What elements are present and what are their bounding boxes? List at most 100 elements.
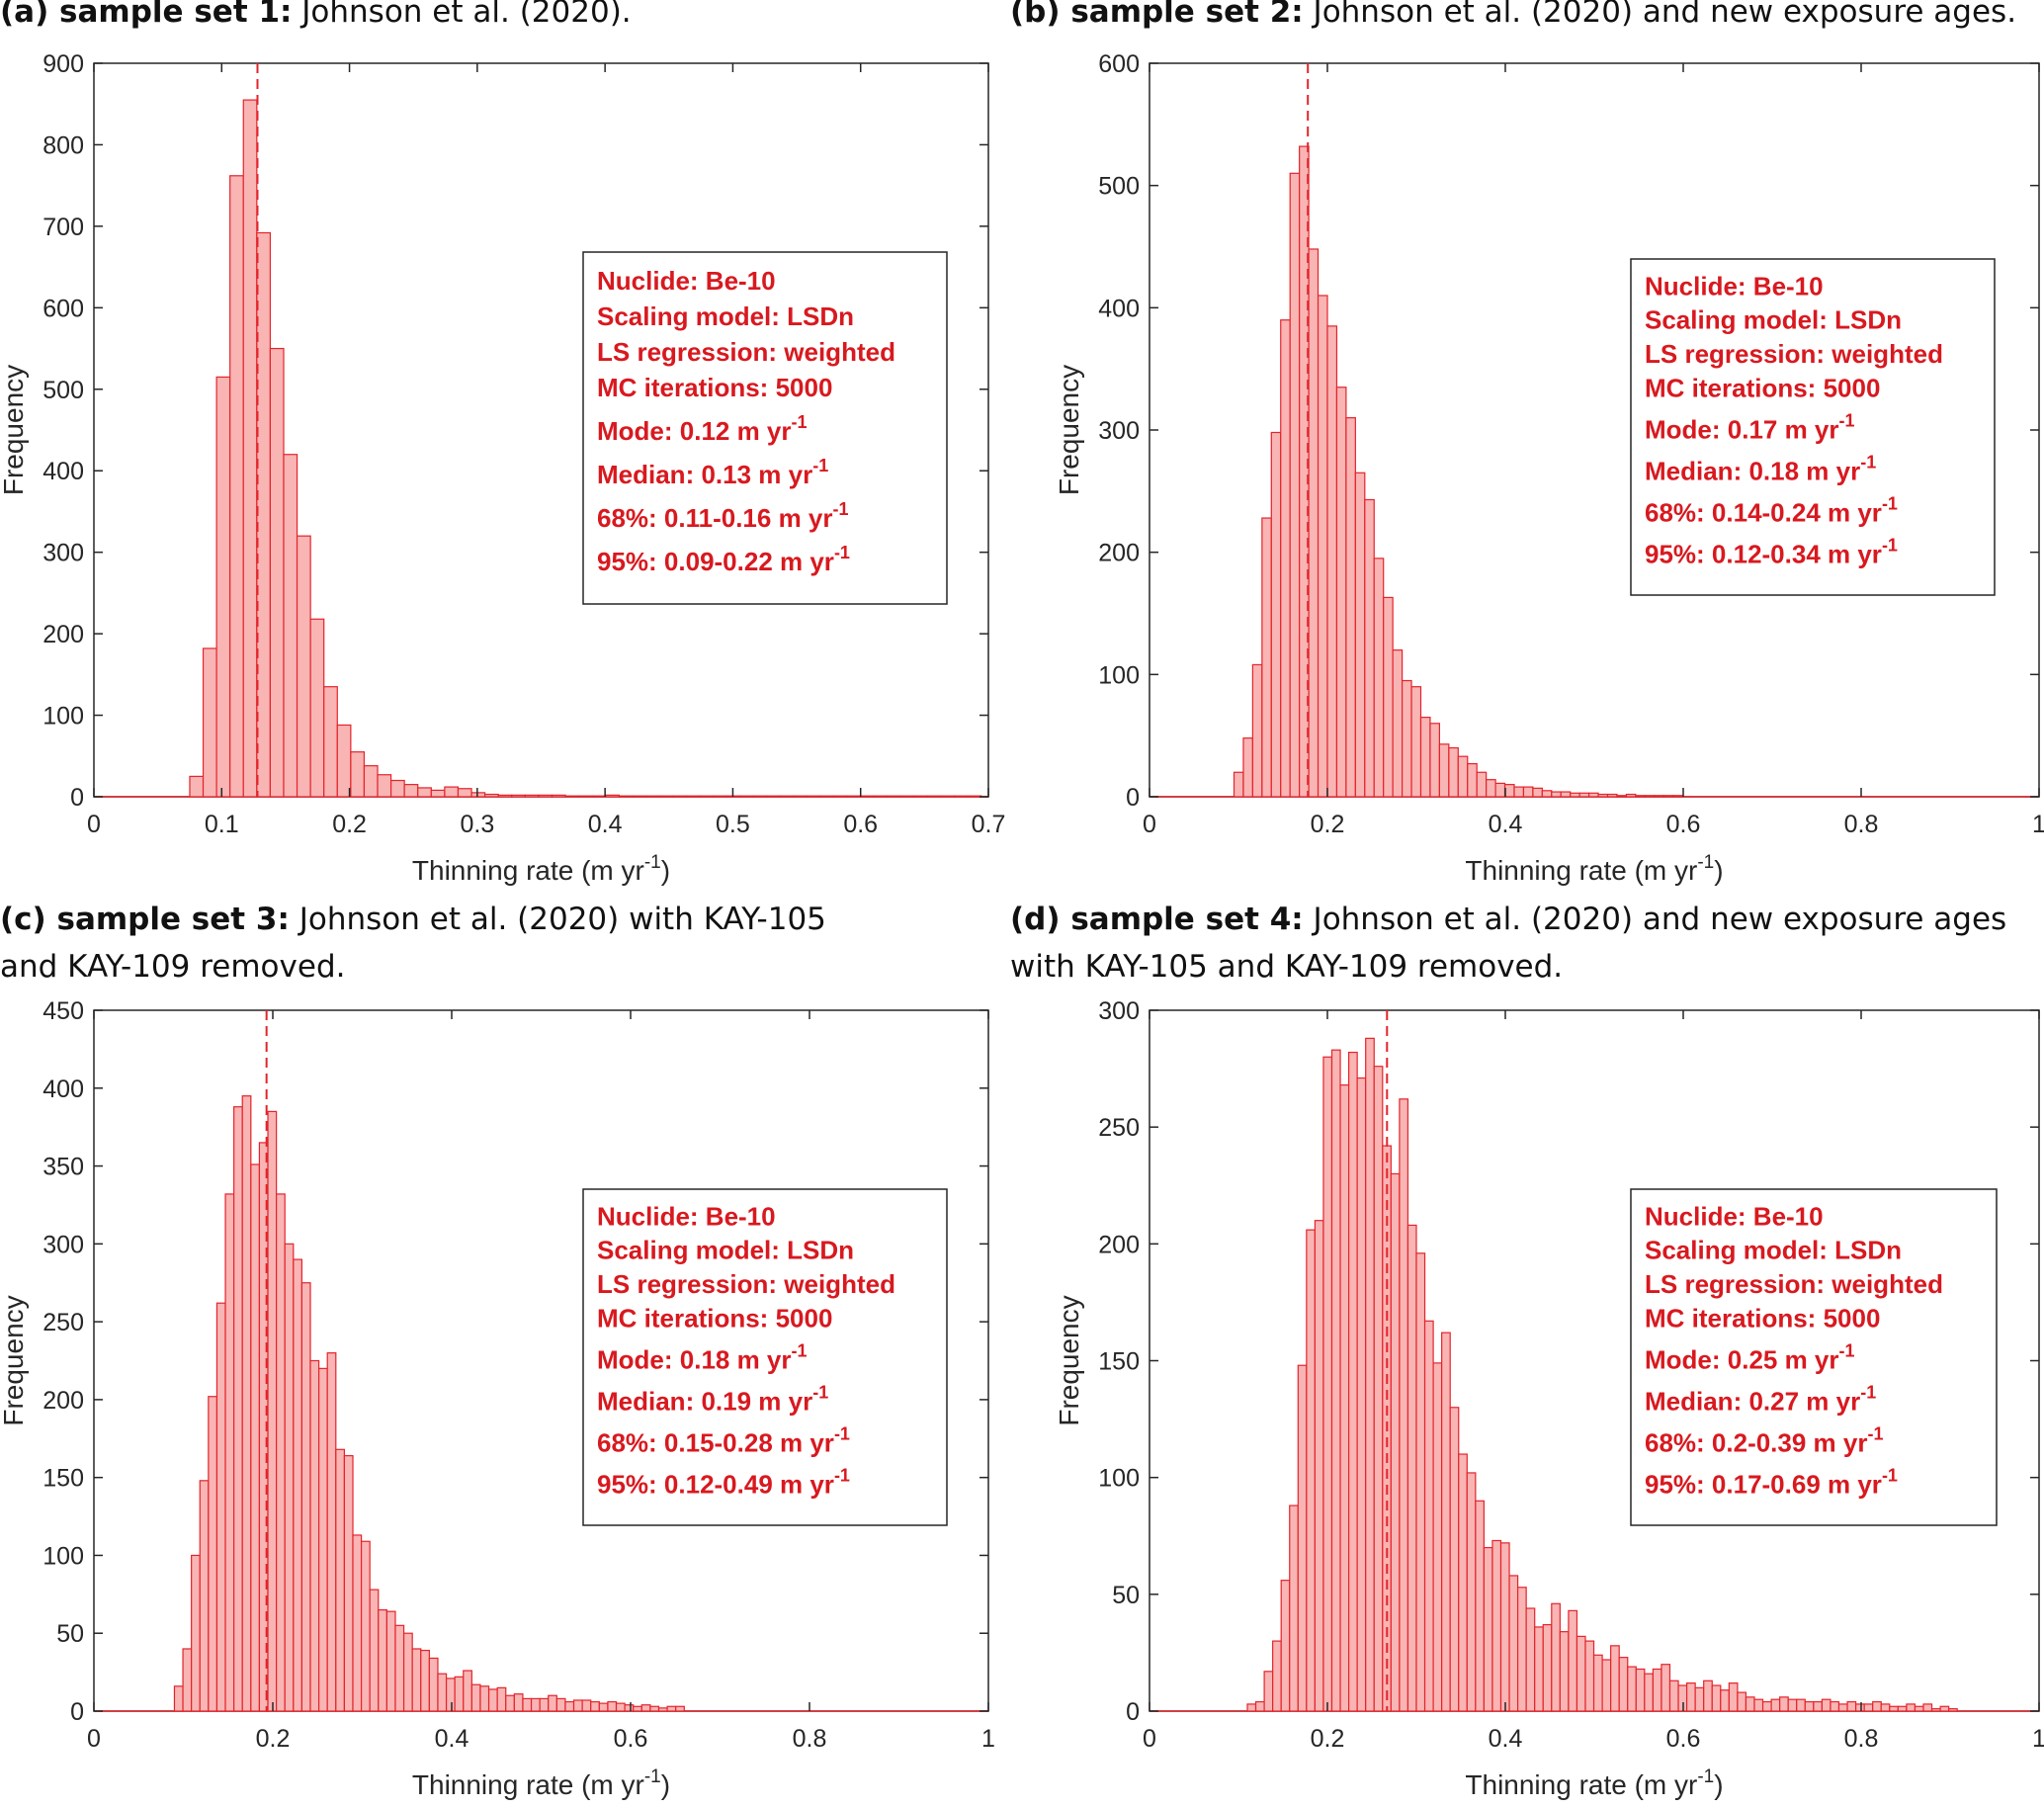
histogram-bar bbox=[699, 795, 714, 798]
x-axis-label: Thinning rate (m yr-1) bbox=[412, 1766, 670, 1800]
histogram-bar bbox=[1280, 319, 1291, 798]
histogram-bar bbox=[632, 795, 647, 798]
y-tick-label: 250 bbox=[1098, 1114, 1140, 1142]
legend-entry: Scaling model: LSDn bbox=[1645, 1236, 1902, 1265]
histogram-bar bbox=[1458, 1453, 1468, 1712]
histogram-bar bbox=[1787, 1698, 1798, 1712]
legend-entry: LS regression: weighted bbox=[1645, 339, 1943, 369]
histogram-bar bbox=[1813, 1700, 1823, 1712]
legend-frame bbox=[582, 1188, 948, 1526]
histogram-bar bbox=[779, 795, 795, 798]
histogram-bar bbox=[591, 795, 607, 798]
histogram-bar bbox=[578, 795, 593, 798]
histogram-panel-b: 0 0.2 0.4 0.6 0.8 1 0 100 200 300 400 500 600 Thinnin… bbox=[1054, 50, 2044, 886]
histogram-bar bbox=[1745, 1696, 1755, 1712]
panel-b-label: (b) sample set 2: bbox=[1010, 0, 1304, 30]
y-tick-label: 0 bbox=[70, 1698, 84, 1726]
legend-entry: 68%: 0.2-0.39 m yr-1 bbox=[1645, 1424, 1883, 1458]
histogram-bar bbox=[1559, 1631, 1570, 1712]
x-axis-label: Thinning rate (m yr-1) bbox=[412, 852, 670, 886]
histogram-bar bbox=[832, 795, 848, 798]
x-tick-label: 1 bbox=[981, 1725, 995, 1753]
histogram-bar bbox=[1476, 771, 1488, 798]
legend-entry: LS regression: weighted bbox=[597, 337, 895, 367]
legend-entry: Mode: 0.12 m yr-1 bbox=[597, 412, 808, 446]
histogram-bar bbox=[1516, 1587, 1527, 1712]
y-tick-label: 200 bbox=[43, 621, 84, 648]
histogram-bar bbox=[1662, 795, 1674, 798]
histogram-bar bbox=[624, 1704, 635, 1712]
y-tick-label: 200 bbox=[1098, 540, 1140, 567]
histogram-bar bbox=[1880, 1703, 1891, 1712]
histogram-bar bbox=[1314, 1220, 1324, 1712]
x-tick-label: 0.6 bbox=[843, 811, 878, 838]
histogram-bar bbox=[1804, 1700, 1815, 1712]
histogram-bar bbox=[1466, 1472, 1477, 1712]
histogram-bar bbox=[1317, 295, 1328, 798]
histogram-bar bbox=[1326, 325, 1338, 798]
histogram-bar bbox=[1525, 1607, 1536, 1712]
histogram-bar bbox=[1347, 1051, 1358, 1712]
histogram-bar bbox=[1551, 1602, 1561, 1712]
histogram-bar bbox=[1308, 248, 1320, 798]
y-tick-label: 100 bbox=[1098, 1465, 1140, 1493]
histogram-bar bbox=[1534, 1626, 1544, 1712]
histogram-bar bbox=[633, 1705, 642, 1712]
histogram-bar bbox=[1246, 1703, 1257, 1712]
legend-entry: Median: 0.19 m yr-1 bbox=[597, 1382, 828, 1416]
histogram-bar bbox=[675, 1705, 685, 1712]
histogram-bar bbox=[1254, 1700, 1265, 1712]
histogram-bar bbox=[1922, 1703, 1933, 1712]
histogram-bar bbox=[1272, 1640, 1282, 1712]
histogram-bar bbox=[296, 535, 311, 798]
legend-entry: Mode: 0.18 m yr-1 bbox=[597, 1340, 808, 1374]
panel-a-caption-text: Johnson et al. (2020). bbox=[301, 0, 632, 30]
histogram-bar bbox=[640, 1704, 651, 1712]
panel-c-caption-line2: and KAY-109 removed. bbox=[0, 949, 346, 985]
x-tick-label: 0 bbox=[1143, 811, 1156, 838]
y-tick-label: 100 bbox=[43, 1542, 84, 1570]
legend-box: Nuclide: Be-10 Scaling model: LSDn LS regr… bbox=[582, 251, 948, 605]
histogram-bar bbox=[1494, 782, 1506, 798]
histogram-bar bbox=[598, 1702, 609, 1712]
histogram-bar bbox=[873, 795, 889, 798]
x-tick-label: 1 bbox=[2032, 811, 2044, 838]
panel-a-caption: (a) sample set 1: Johnson et al. (2020). bbox=[0, 0, 632, 36]
legend-entry: 68%: 0.15-0.28 m yr-1 bbox=[597, 1424, 850, 1458]
histogram-bar bbox=[1863, 1703, 1874, 1712]
legend-entry: Mode: 0.17 m yr-1 bbox=[1645, 410, 1855, 444]
histogram-bar bbox=[738, 795, 754, 798]
histogram-bar bbox=[1610, 1645, 1620, 1712]
panel-c-caption-text: Johnson et al. (2020) with KAY-105 bbox=[298, 902, 826, 937]
histogram-bar bbox=[1761, 1700, 1772, 1712]
histogram-bar bbox=[1939, 1705, 1950, 1712]
histogram-bar bbox=[1399, 1098, 1409, 1712]
histogram-bar bbox=[1306, 1229, 1316, 1712]
histogram-bar bbox=[581, 1699, 592, 1712]
panel-d-label: (d) sample set 4: bbox=[1010, 902, 1304, 937]
histogram-bar bbox=[250, 1163, 261, 1712]
histogram-bar bbox=[548, 1694, 557, 1712]
legend-entry: 95%: 0.17-0.69 m yr-1 bbox=[1645, 1466, 1898, 1500]
histogram-bar bbox=[1373, 558, 1385, 798]
histogram-bar bbox=[394, 1624, 405, 1712]
legend-entry: LS regression: weighted bbox=[1645, 1269, 1943, 1299]
histogram-bar bbox=[1685, 1682, 1696, 1712]
histogram-bar bbox=[335, 1448, 345, 1712]
histogram-bar bbox=[1625, 793, 1637, 798]
histogram-bar bbox=[323, 686, 338, 798]
legend-entry: Scaling model: LSDn bbox=[597, 1236, 854, 1265]
x-tick-label: 0.1 bbox=[205, 811, 239, 838]
histogram-bar bbox=[1483, 1546, 1493, 1712]
histogram-bar bbox=[1720, 1689, 1730, 1712]
histogram-bar bbox=[1711, 1684, 1722, 1712]
histogram-bar bbox=[1551, 791, 1562, 798]
y-tick-label: 400 bbox=[43, 458, 84, 485]
histogram-bar bbox=[590, 1700, 600, 1712]
histogram-bar bbox=[1532, 787, 1543, 798]
histogram-bar bbox=[420, 1649, 430, 1712]
histogram-bar bbox=[658, 795, 674, 798]
histogram-bar bbox=[1522, 786, 1534, 798]
histogram-bar bbox=[1513, 786, 1525, 798]
